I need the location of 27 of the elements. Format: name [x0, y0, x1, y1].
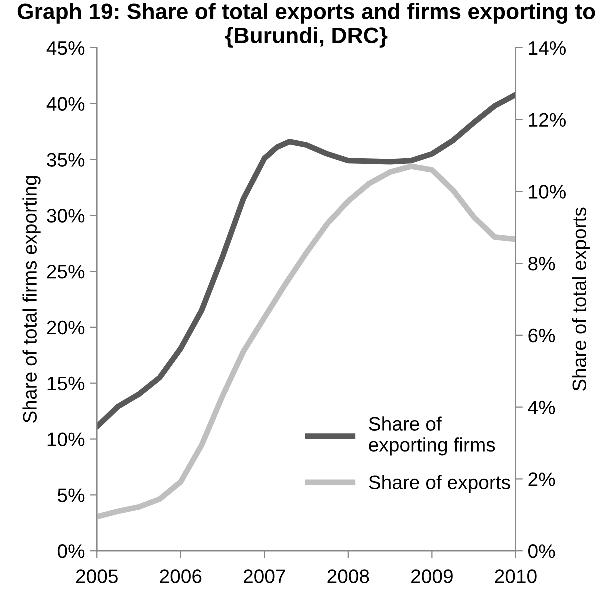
legend-label: Share of exports	[369, 475, 510, 494]
y-tick-label: 0%	[58, 544, 85, 558]
y2-tick-label: 6%	[528, 328, 556, 343]
y-axis-title: Share of total firms exporting	[22, 176, 41, 423]
legend-label: Share of exporting firms	[369, 416, 496, 456]
y-tick-label: 10%	[48, 432, 85, 447]
y-tick-label: 20%	[47, 320, 85, 335]
y2-tick-label: 4%	[528, 400, 556, 414]
y-tick-label: 15%	[48, 376, 85, 391]
y2-tick-label: 14%	[529, 41, 566, 56]
y2-axis-title: Share of total exports	[572, 208, 590, 392]
y2-tick-label: 12%	[529, 113, 566, 127]
y2-tick-label: 2%	[528, 472, 556, 486]
y-tick-label: 35%	[47, 153, 85, 167]
x-tick-label: 2005	[76, 570, 118, 584]
x-tick-label: 2009	[412, 570, 453, 584]
y2-tick-label: 8%	[528, 257, 556, 271]
y-tick-label: 25%	[47, 265, 85, 279]
y-tick-label: 30%	[47, 209, 85, 223]
x-tick-label: 2010	[495, 570, 537, 584]
x-tick-label: 2006	[160, 570, 202, 584]
y-tick-label: 40%	[46, 97, 85, 112]
y2-tick-label: 0%	[528, 544, 556, 558]
x-tick-label: 2007	[244, 570, 286, 584]
y-tick-label: 5%	[58, 488, 85, 502]
y2-tick-label: 10%	[529, 185, 566, 199]
x-tick-label: 2008	[328, 570, 370, 584]
